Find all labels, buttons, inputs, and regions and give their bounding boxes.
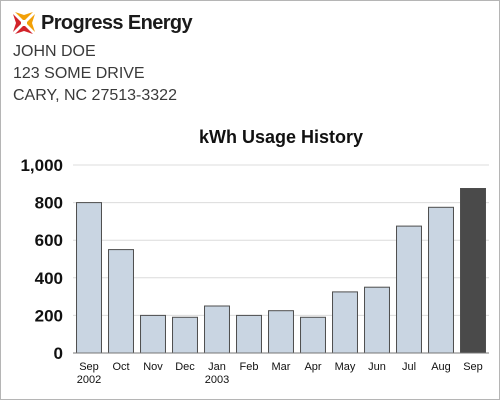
usage-bar	[268, 310, 294, 354]
customer-address: JOHN DOE 123 SOME DRIVE CARY, NC 27513-3…	[13, 41, 177, 107]
x-tick-label: Feb	[240, 361, 259, 373]
usage-bar	[428, 206, 454, 354]
x-tick-label: Dec	[175, 361, 195, 373]
progress-energy-logo-icon	[13, 12, 35, 34]
x-tick-year-label: 2003	[205, 374, 229, 386]
y-tick-label: 600	[35, 231, 63, 250]
x-tick-label: Nov	[143, 361, 163, 373]
usage-bar	[332, 291, 358, 354]
customer-city-state-zip: CARY, NC 27513-3322	[13, 87, 177, 104]
customer-street: 123 SOME DRIVE	[13, 65, 145, 82]
x-tick-year-label: 2002	[77, 374, 101, 386]
usage-bar	[204, 305, 230, 354]
usage-bar	[172, 316, 198, 354]
x-tick-label: May	[335, 361, 356, 373]
x-tick-label: Aug	[431, 361, 451, 373]
y-tick-label: 0	[54, 344, 63, 363]
y-tick-label: 1,000	[20, 156, 63, 175]
usage-bar	[396, 225, 422, 354]
chart-gridlines	[73, 164, 489, 316]
usage-bar	[140, 314, 166, 354]
usage-bar	[300, 316, 326, 354]
usage-bar	[236, 314, 262, 354]
x-tick-label: Jun	[368, 361, 386, 373]
y-tick-label: 400	[35, 269, 63, 288]
y-axis-ticks: 0 200 400 600 800 1,000	[20, 156, 63, 363]
x-tick-label: Sep	[79, 361, 99, 373]
chart-bars	[76, 188, 486, 354]
usage-bar	[76, 202, 102, 354]
x-tick-label: Apr	[304, 361, 321, 373]
usage-bar	[364, 286, 390, 354]
chart-title: kWh Usage History	[199, 127, 363, 147]
x-tick-label: Sep	[463, 361, 483, 373]
customer-name: JOHN DOE	[13, 43, 96, 60]
brand-name: Progress Energy	[41, 11, 193, 34]
x-tick-label: Oct	[112, 361, 129, 373]
brand-header: Progress Energy	[11, 7, 193, 39]
y-tick-label: 800	[35, 194, 63, 213]
x-tick-label: Jul	[402, 361, 416, 373]
x-tick-label: Mar	[272, 361, 291, 373]
y-tick-label: 200	[35, 306, 63, 325]
x-tick-label: Jan	[208, 361, 226, 373]
usage-bar	[460, 188, 486, 354]
usage-bar	[108, 249, 134, 354]
